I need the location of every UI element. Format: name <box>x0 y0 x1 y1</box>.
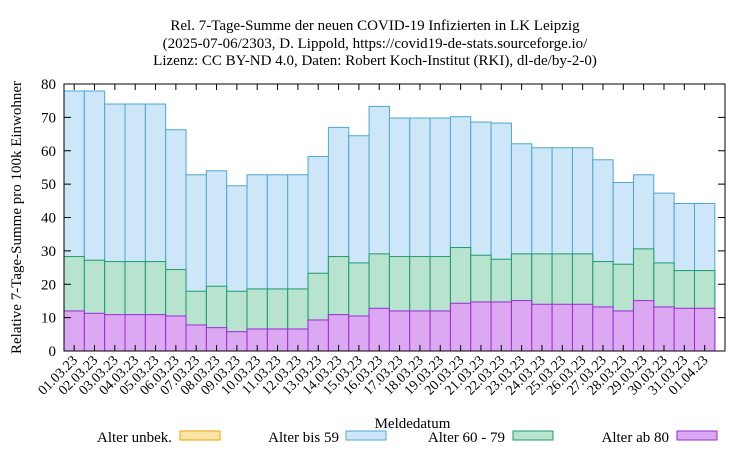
legend-swatch-alter-unbek- <box>179 430 221 441</box>
bar-alter-ab-80-21 <box>490 301 512 352</box>
bar-alter-ab-80-16 <box>388 310 411 352</box>
bar-alter-ab-80-29 <box>653 306 675 352</box>
legend-swatch-alter-ab-80 <box>676 430 718 441</box>
y-tick-label-0: 0 <box>49 344 57 360</box>
y-tick-label-30: 30 <box>41 244 56 260</box>
bar-alter-ab-80-28 <box>632 300 655 352</box>
chart-title-line-1: Rel. 7-Tage-Summe der neuen COVID-19 Inf… <box>170 18 580 34</box>
bar-alter-ab-80-26 <box>592 306 614 352</box>
legend-swatch-alter-60-79 <box>512 430 554 441</box>
bar-alter-ab-80-24 <box>551 303 573 352</box>
y-tick-label-40: 40 <box>41 211 56 227</box>
y-tick-label-50: 50 <box>41 177 56 193</box>
bar-alter-ab-80-22 <box>510 300 533 352</box>
chart-title-line-3: Lizenz: CC BY-ND 4.0, Daten: Robert Koch… <box>153 53 597 69</box>
legend-swatch-alter-bis-59 <box>345 430 387 441</box>
y-tick-label-10: 10 <box>41 311 56 327</box>
chart-title-line-2: (2025-07-06/2303, D. Lippold, https://co… <box>162 36 588 52</box>
legend-label-alter-unbek-: Alter unbek. <box>97 430 172 446</box>
bar-alter-ab-80-23 <box>531 303 553 352</box>
y-tick-label-60: 60 <box>41 144 56 160</box>
y-tick-label-20: 20 <box>41 277 56 293</box>
y-axis-label: Relative 7-Tage-Summe pro 100k Einwohner <box>9 81 25 354</box>
bar-alter-ab-80-30 <box>673 307 695 352</box>
bar-alter-ab-80-25 <box>571 303 594 352</box>
y-tick-label-70: 70 <box>41 110 56 126</box>
bar-alter-ab-80-18 <box>429 310 451 352</box>
bar-alter-ab-80-20 <box>470 301 492 352</box>
legend-label-alter-ab-80: Alter ab 80 <box>602 430 669 446</box>
bar-alter-ab-80-17 <box>409 310 431 352</box>
bar-alter-ab-80-19 <box>449 302 472 352</box>
x-axis-label: Meldedatum <box>375 416 451 432</box>
y-tick-label-80: 80 <box>41 77 56 93</box>
legend-label-alter-60-79: Alter 60 - 79 <box>428 430 505 446</box>
bar-alter-ab-80-27 <box>612 310 634 352</box>
bar-alter-ab-80-31 <box>693 307 716 352</box>
bar-alter-ab-80-0 <box>63 310 85 352</box>
bar-alter-ab-80-15 <box>368 307 390 352</box>
legend-label-alter-bis-59: Alter bis 59 <box>268 430 339 446</box>
